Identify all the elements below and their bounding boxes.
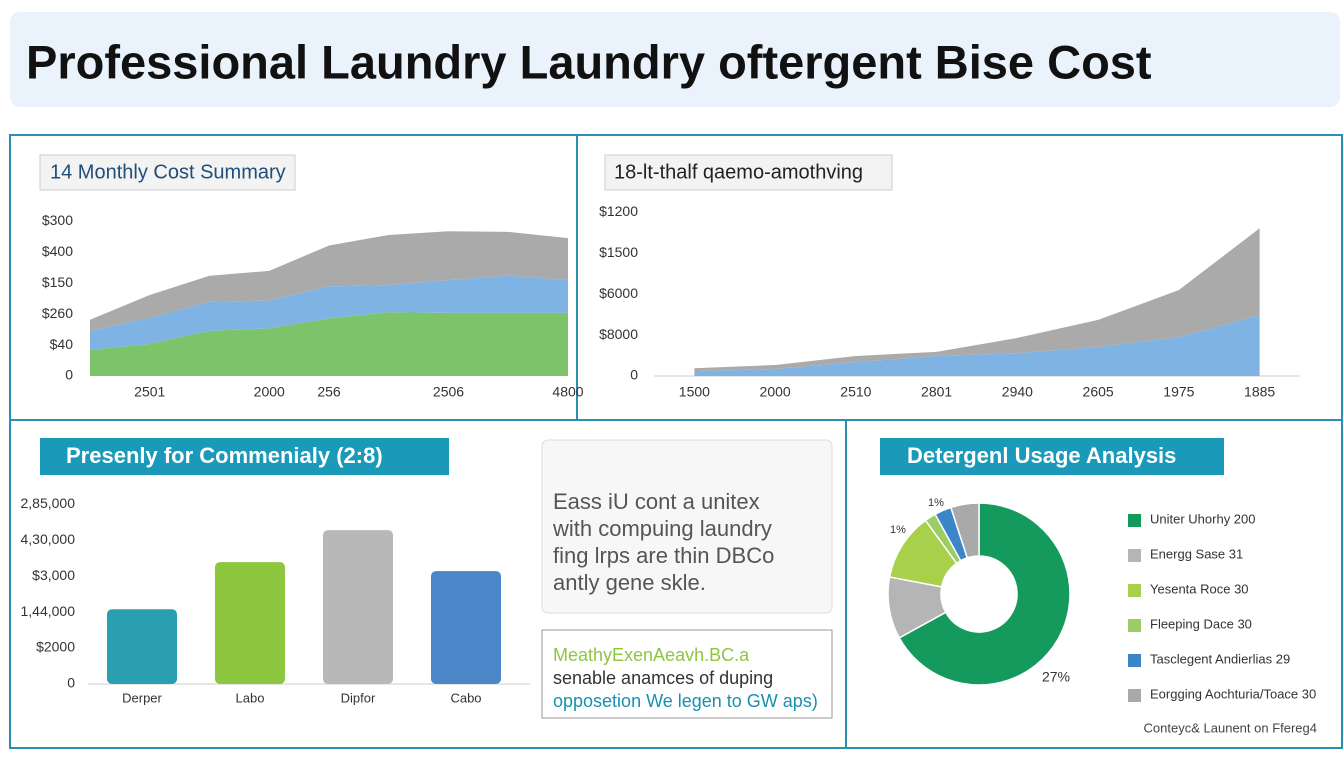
legend-label: Yesenta Roce 30 bbox=[1150, 581, 1249, 596]
bar bbox=[323, 530, 393, 684]
y-tick-label: $2000 bbox=[36, 639, 75, 655]
note-text: with compuing laundry bbox=[552, 516, 772, 541]
y-tick-label: $1200 bbox=[599, 203, 638, 219]
footer: Conteyc& Launent on Ffereg4 bbox=[1144, 720, 1317, 735]
y-tick-label: $300 bbox=[42, 212, 73, 228]
title-box bbox=[40, 438, 449, 475]
bar bbox=[431, 571, 501, 684]
y-tick-label: $3,000 bbox=[32, 567, 75, 583]
legend-label: Uniter Uhorhy 200 bbox=[1150, 511, 1256, 526]
title-box bbox=[880, 438, 1224, 475]
y-tick-label: 1,44,000 bbox=[21, 603, 76, 619]
area bbox=[90, 275, 568, 351]
area bbox=[694, 315, 1260, 376]
x-tick-label: 2801 bbox=[921, 384, 952, 400]
x-tick-label: Cabo bbox=[450, 690, 481, 705]
y-tick-label: $8000 bbox=[599, 326, 638, 342]
x-tick-label: 1885 bbox=[1244, 384, 1275, 400]
note-text: fing lrps are thin DBCo bbox=[553, 543, 774, 568]
x-tick-label: 2000 bbox=[254, 384, 285, 400]
annotation: 27% bbox=[1042, 669, 1070, 685]
x-tick-label: 1500 bbox=[679, 384, 710, 400]
x-tick-label: 2510 bbox=[840, 384, 871, 400]
y-tick-label: $1500 bbox=[599, 244, 638, 260]
x-tick-label: 2940 bbox=[1002, 384, 1033, 400]
header-bar bbox=[10, 12, 1340, 107]
x-tick-label: 1975 bbox=[1163, 384, 1194, 400]
pie-slice bbox=[898, 502, 1071, 686]
note-text: Eass iU cont a unitex bbox=[553, 489, 760, 514]
title-box bbox=[39, 154, 296, 191]
x-tick-label: 2506 bbox=[433, 384, 464, 400]
note-text: senable anamces of duping bbox=[553, 668, 773, 688]
legend-label: Tasclegent Andierlias 29 bbox=[1150, 651, 1290, 666]
y-tick-label: $260 bbox=[42, 305, 73, 321]
y-tick-label: $400 bbox=[42, 243, 73, 259]
chart-title: 14 Monthly Cost Summary bbox=[50, 161, 286, 183]
y-tick-label: 0 bbox=[630, 367, 638, 383]
legend-label: Energg Sase 31 bbox=[1150, 546, 1243, 561]
legend-label: Fleeping Dace 30 bbox=[1150, 616, 1252, 631]
bar bbox=[215, 562, 285, 684]
y-tick-label: $6000 bbox=[599, 285, 638, 301]
y-tick-label: 0 bbox=[65, 367, 73, 383]
legend-swatch bbox=[1128, 654, 1141, 667]
y-tick-label: 0 bbox=[67, 675, 75, 691]
chart-title: 18-lt-thalf qaemo-amothving bbox=[614, 161, 863, 183]
legend-swatch bbox=[1128, 689, 1141, 702]
note-text: opposetion We legen to GW aps) bbox=[553, 691, 818, 711]
x-tick-label: Dipfor bbox=[341, 690, 376, 705]
area bbox=[90, 231, 568, 331]
bar bbox=[107, 609, 177, 684]
legend-label: Eorgging Aochturia/Toace 30 bbox=[1150, 686, 1316, 701]
annotation: 1% bbox=[928, 497, 944, 509]
x-tick-label: Derper bbox=[122, 690, 162, 705]
x-tick-label: Labo bbox=[236, 690, 265, 705]
area bbox=[694, 228, 1260, 372]
y-tick-label: 4,30,000 bbox=[21, 531, 76, 547]
page-title: Professional Laundry Laundry oftergent B… bbox=[26, 35, 1152, 88]
legend-swatch bbox=[1128, 619, 1141, 632]
note-box bbox=[541, 629, 833, 719]
note-text: MeathyExenAeavh.BC.a bbox=[553, 645, 750, 665]
legend-swatch bbox=[1128, 514, 1141, 527]
x-tick-label: 256 bbox=[317, 384, 341, 400]
y-tick-label: $40 bbox=[50, 336, 74, 352]
chart-title: Presenly for Commenialy (2:8) bbox=[66, 443, 383, 468]
x-tick-label: 4800 bbox=[552, 384, 583, 400]
x-tick-label: 2501 bbox=[134, 384, 165, 400]
y-tick-label: $150 bbox=[42, 274, 73, 290]
title-box bbox=[604, 154, 893, 191]
area bbox=[90, 312, 568, 376]
note-text: antly gene skle. bbox=[553, 570, 706, 595]
panel bbox=[845, 419, 1343, 749]
y-tick-label: 2,85,000 bbox=[21, 495, 76, 511]
note-box bbox=[541, 439, 833, 614]
pie-slice bbox=[949, 502, 980, 559]
x-tick-label: 2605 bbox=[1083, 384, 1114, 400]
x-tick-label: 2000 bbox=[760, 384, 791, 400]
chart-title: Detergenl Usage Analysis bbox=[907, 443, 1176, 468]
legend-swatch bbox=[1128, 549, 1141, 562]
legend-swatch bbox=[1128, 584, 1141, 597]
annotation: 1% bbox=[890, 524, 906, 536]
